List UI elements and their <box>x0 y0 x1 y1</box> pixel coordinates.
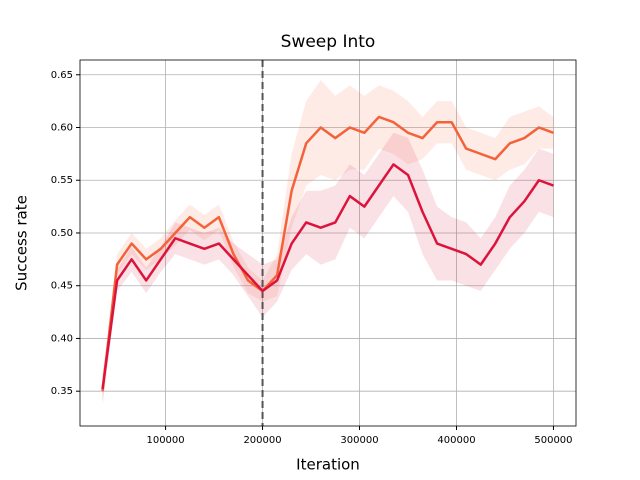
x-tick-label: 100000 <box>146 435 184 446</box>
x-tick-label: 300000 <box>340 435 378 446</box>
y-tick-label: 0.65 <box>51 70 73 81</box>
series-line <box>101 163 554 390</box>
y-tick-label: 0.45 <box>51 281 73 292</box>
y-axis-label: Success rate <box>13 195 31 291</box>
y-tick-label: 0.55 <box>51 175 73 186</box>
error-band <box>102 132 554 405</box>
series-line <box>101 115 554 392</box>
x-tick-label: 500000 <box>534 435 572 446</box>
plot-area <box>80 60 576 426</box>
error-band <box>102 80 554 402</box>
x-tick-label: 200000 <box>243 435 281 446</box>
y-tick-label: 0.35 <box>51 386 73 397</box>
y-tick-label: 0.60 <box>51 123 73 134</box>
y-tick-label: 0.50 <box>51 228 73 239</box>
x-tick-label: 400000 <box>437 435 475 446</box>
axes-frame <box>79 59 577 427</box>
y-tick-label: 0.40 <box>51 333 73 344</box>
x-axis-label: Iteration <box>296 456 360 474</box>
chart-title: Sweep Into <box>281 32 376 52</box>
